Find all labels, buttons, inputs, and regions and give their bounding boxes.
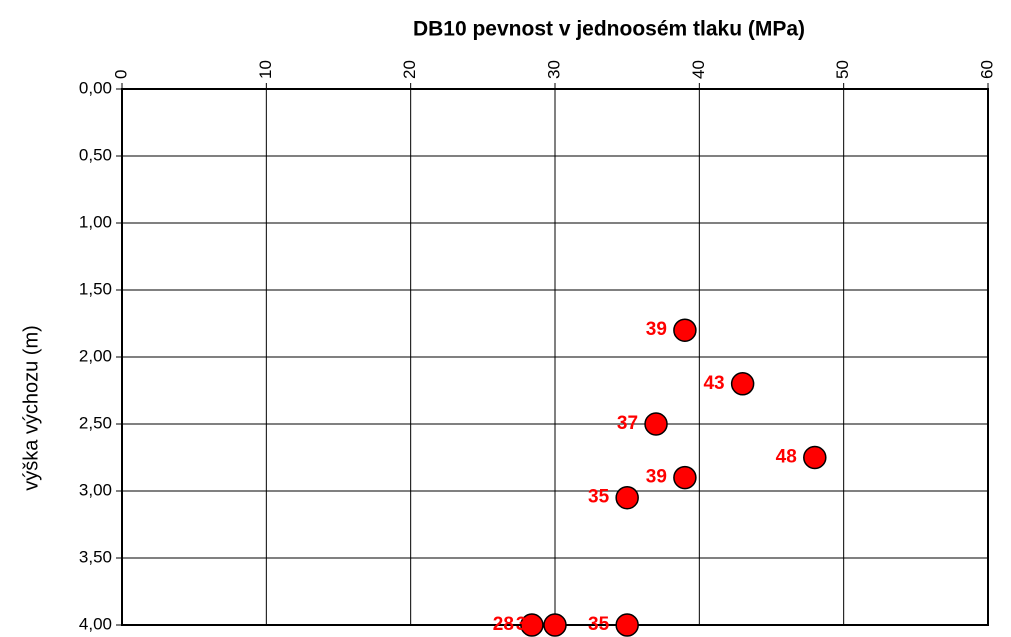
point bbox=[730, 372, 755, 396]
y-tick-label: 2,00 bbox=[79, 346, 112, 365]
x-tick-label: 40 bbox=[689, 60, 708, 79]
point bbox=[803, 445, 827, 470]
y-tick-label: 4,00 bbox=[79, 614, 112, 633]
point bbox=[673, 465, 697, 490]
y-tick-label: 3,50 bbox=[79, 547, 112, 566]
data-label: 43 bbox=[703, 373, 724, 394]
point bbox=[615, 485, 639, 510]
x-tick-label: 20 bbox=[400, 60, 419, 79]
point bbox=[673, 318, 697, 342]
y-tick-label: 0,00 bbox=[79, 78, 112, 97]
data-label: 30 bbox=[516, 614, 537, 635]
point bbox=[615, 613, 639, 637]
point bbox=[644, 412, 668, 436]
data-label: 35 bbox=[588, 614, 610, 635]
x-tick-label: 60 bbox=[977, 60, 996, 79]
y-tick-label: 3,00 bbox=[79, 480, 112, 499]
data-label: 35 bbox=[588, 487, 610, 508]
y-tick-label: 0,50 bbox=[79, 145, 112, 164]
y-tick-label: 1,50 bbox=[79, 279, 112, 298]
x-tick-label: 50 bbox=[833, 60, 852, 79]
y-tick-label: 1,00 bbox=[79, 212, 112, 231]
y-axis-label: výška výchozu (m) bbox=[20, 325, 42, 491]
y-tick-label: 2,50 bbox=[79, 413, 112, 432]
x-tick-label: 0 bbox=[111, 70, 130, 79]
chart-title: DB10 pevnost v jednoosém tlaku (MPa) bbox=[413, 18, 805, 41]
data-label: 39 bbox=[646, 319, 667, 340]
data-label: 28 bbox=[493, 614, 514, 635]
x-tick-label: 30 bbox=[544, 60, 563, 79]
point bbox=[543, 613, 567, 637]
point bbox=[520, 613, 544, 637]
data-label: 37 bbox=[617, 413, 638, 434]
x-tick-label: 10 bbox=[256, 60, 275, 79]
data-label: 48 bbox=[776, 447, 797, 468]
data-label: 39 bbox=[646, 467, 667, 488]
